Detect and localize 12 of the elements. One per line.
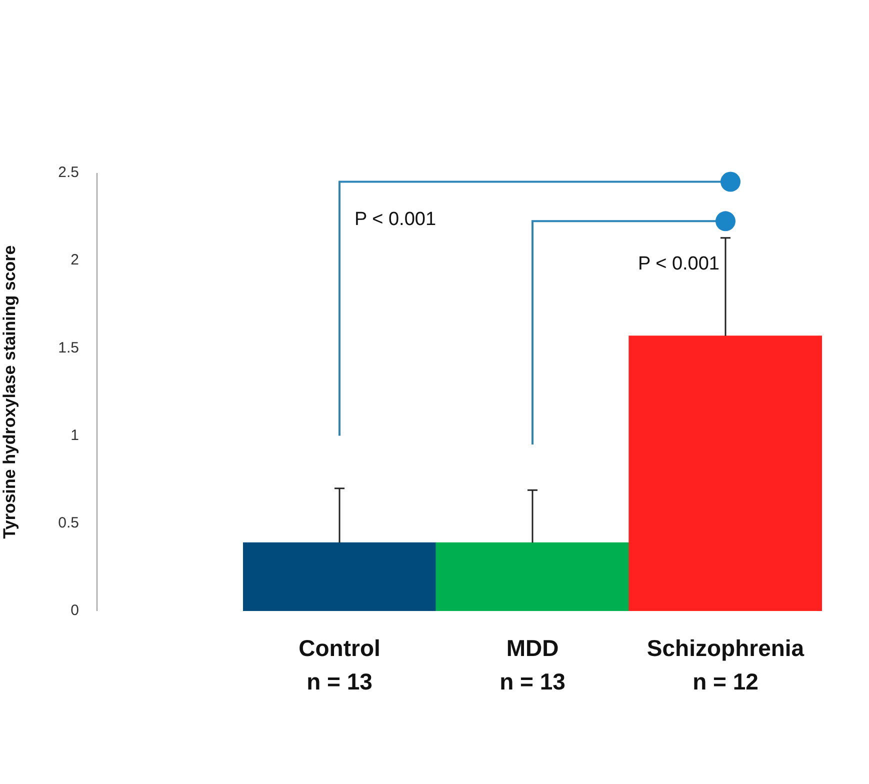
y-tick-label: 0.5 xyxy=(58,514,79,532)
x-tick-label: Control n = 13 xyxy=(298,635,380,694)
y-tick-label: 1 xyxy=(70,426,79,444)
x-tick-label: Schizophrenia n = 12 xyxy=(646,635,804,694)
y-tick-label: 0 xyxy=(70,602,79,620)
y-tick-label: 2 xyxy=(70,252,79,269)
y-axis-title: Tyrosine hydroxylase staining score xyxy=(0,245,19,539)
y-tick-label: 2.5 xyxy=(58,164,79,182)
annotation: P < 0.001 xyxy=(354,208,436,230)
annotation: P < 0.001 xyxy=(638,253,720,274)
x-tick-label: MDD n = 13 xyxy=(500,635,566,694)
y-tick-label: 1.5 xyxy=(58,339,79,356)
